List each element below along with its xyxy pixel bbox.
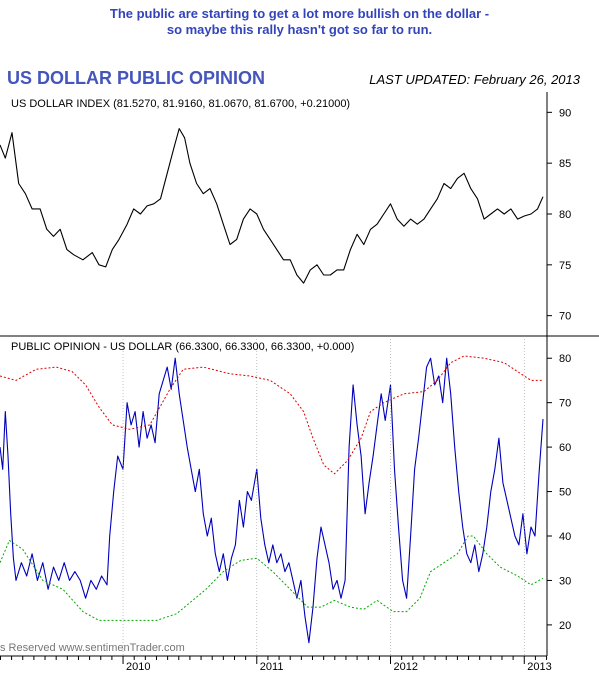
y-tick-label: 75 xyxy=(559,260,571,272)
upper-band-line xyxy=(0,355,543,475)
last-updated-label: LAST UPDATED: February 26, 2013 xyxy=(369,72,581,87)
x-tick-label: 2013 xyxy=(527,661,551,673)
copyright-label: s Reserved www.sentimenTrader.com xyxy=(0,642,185,654)
x-tick-label: 2010 xyxy=(126,661,150,673)
y-tick-label: 80 xyxy=(559,353,571,365)
y-tick-label: 85 xyxy=(559,158,571,170)
price-plot: 90 85 80 75 70 xyxy=(0,107,571,323)
x-tick-label: 2012 xyxy=(394,661,418,673)
caption-line-2: so maybe this rally hasn't got so far to… xyxy=(166,22,433,37)
y-tick-label: 40 xyxy=(559,531,571,543)
y-tick-label: 90 xyxy=(559,107,571,119)
y-tick-label: 30 xyxy=(559,575,571,587)
y-tick-label: 20 xyxy=(559,620,571,632)
chart-title: US DOLLAR PUBLIC OPINION xyxy=(7,68,265,88)
y-tick-label: 70 xyxy=(559,311,571,323)
opinion-plot: 80 70 60 50 40 30 20 xyxy=(0,353,571,644)
y-tick-label: 60 xyxy=(559,442,571,454)
x-axis: 2010 2011 2012 2013 xyxy=(0,336,552,673)
caption-line-1: The public are starting to get a lot mor… xyxy=(109,6,490,21)
price-panel-label: US DOLLAR INDEX (81.5270, 81.9160, 81.06… xyxy=(11,98,350,110)
y-tick-label: 80 xyxy=(559,209,571,221)
y-tick-label: 50 xyxy=(559,487,571,499)
lower-band-line xyxy=(0,535,544,621)
opinion-panel-label: PUBLIC OPINION - US DOLLAR (66.3300, 66.… xyxy=(11,341,354,353)
price-series-line xyxy=(0,128,544,284)
x-tick-label: 2011 xyxy=(260,661,284,673)
chart-caption: The public are starting to get a lot mor… xyxy=(0,6,599,38)
opinion-series-line xyxy=(0,357,544,644)
y-tick-label: 70 xyxy=(559,398,571,410)
